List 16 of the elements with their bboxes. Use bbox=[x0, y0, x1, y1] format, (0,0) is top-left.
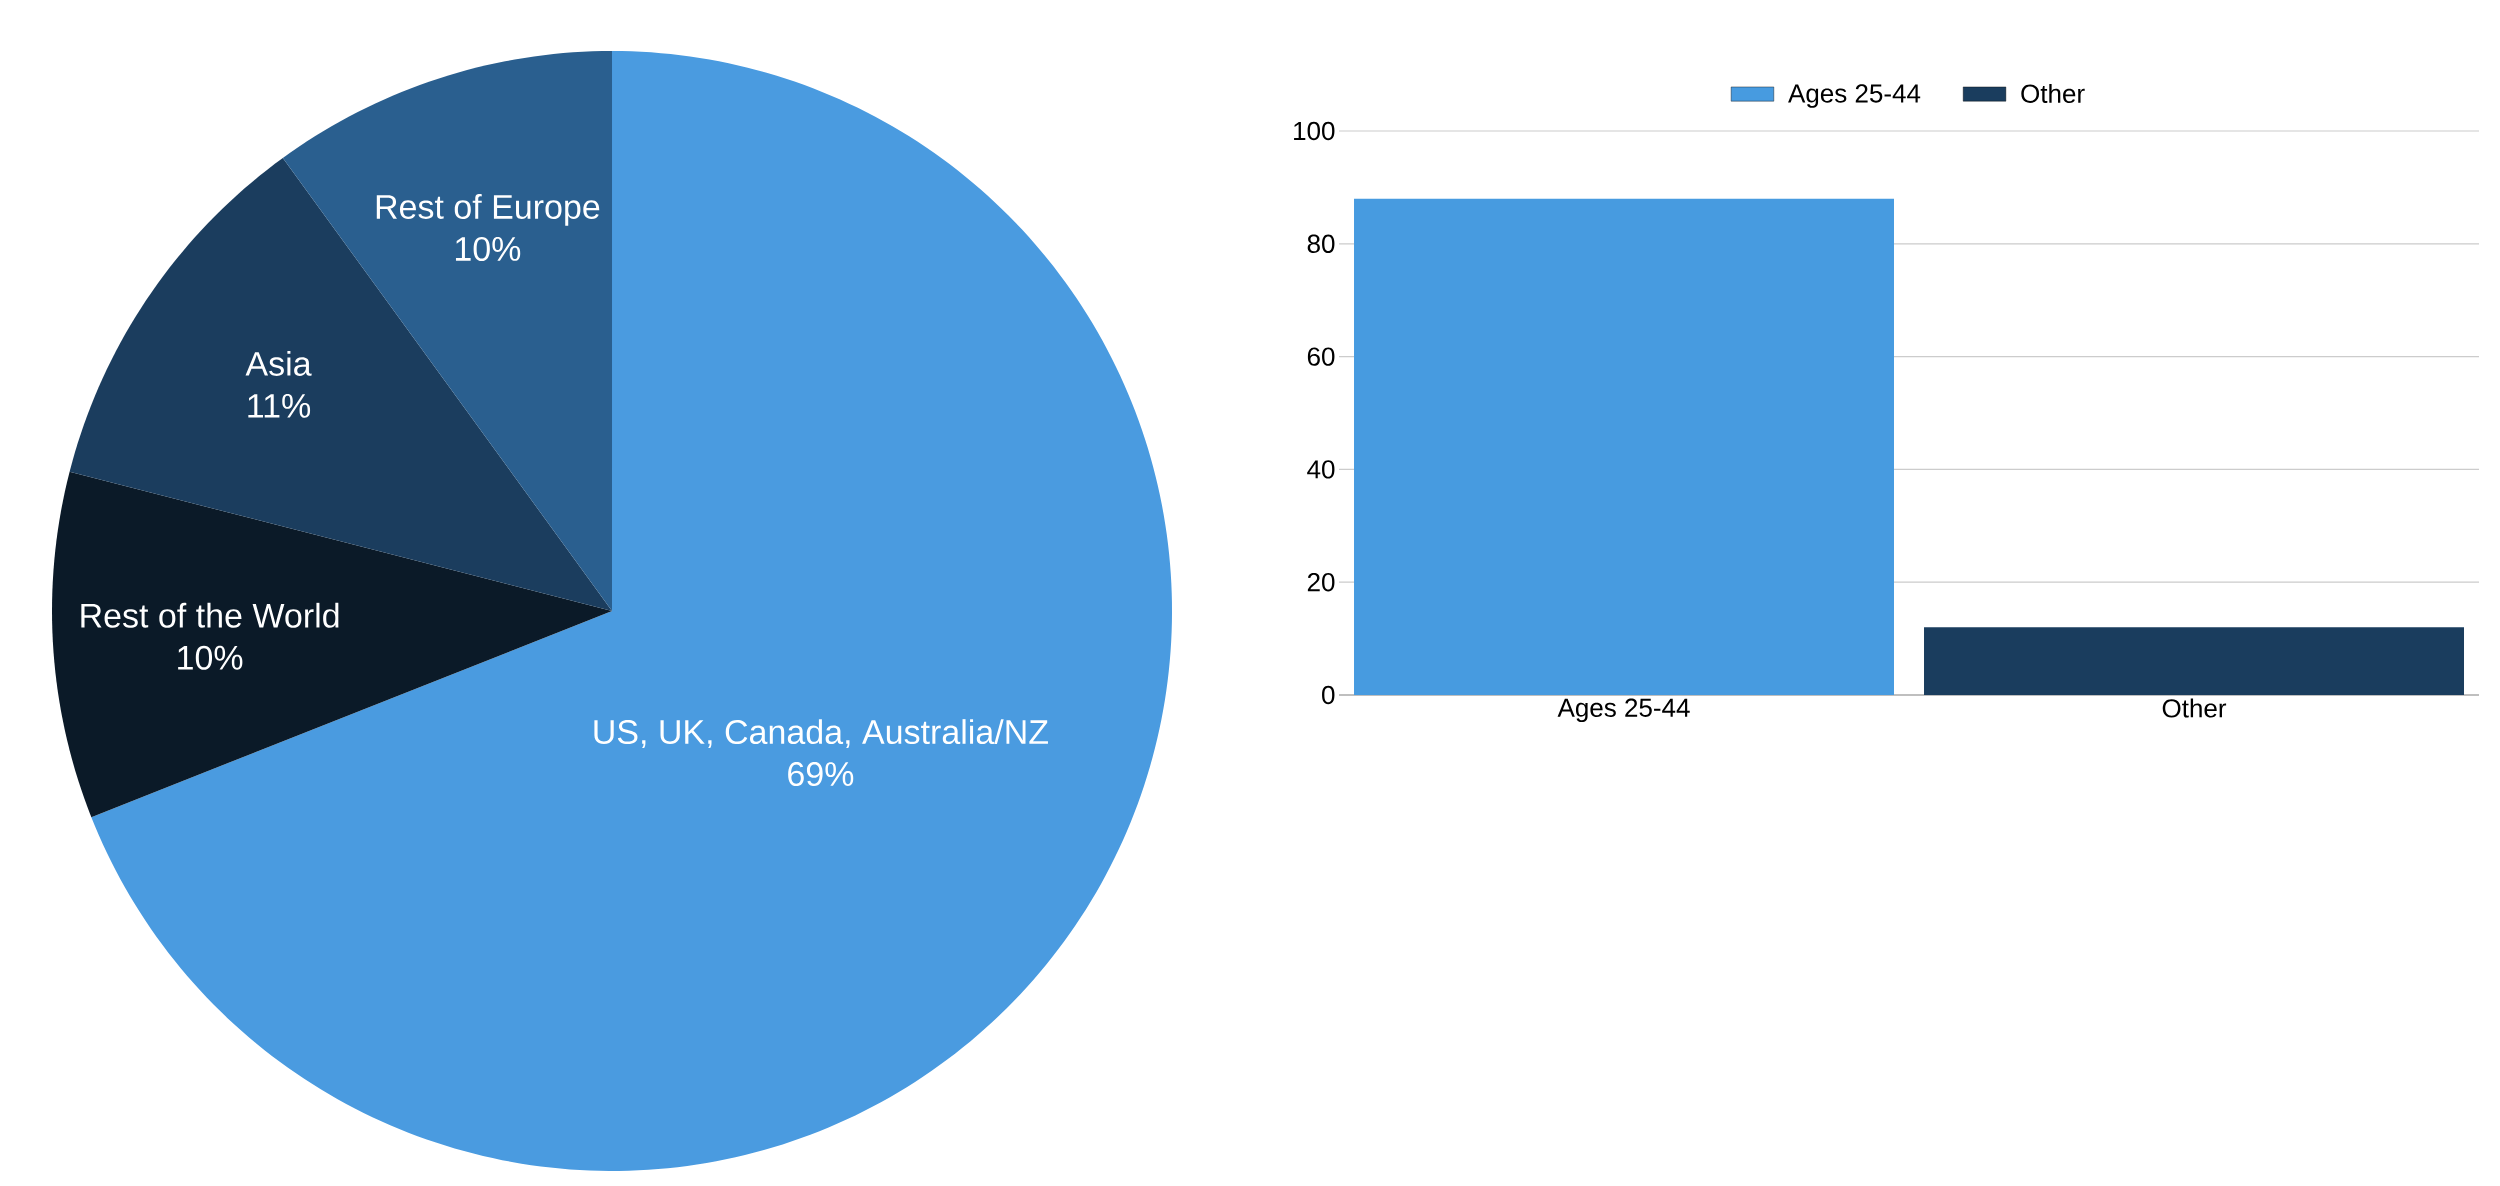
y-tick-label: 60 bbox=[1307, 347, 1335, 366]
data-label: 11% bbox=[248, 393, 311, 418]
slice-label: Rest of the World bbox=[81, 602, 339, 628]
slice-label: US, UK, Canada, Australia/NZ bbox=[594, 719, 1048, 749]
data-label: 69% bbox=[788, 762, 854, 787]
y-tick-label: 80 bbox=[1307, 234, 1335, 253]
slice-label: Rest of Europe bbox=[376, 194, 600, 226]
data-label: 10% bbox=[178, 645, 243, 670]
y-tick-label: 0 bbox=[1322, 685, 1335, 705]
legend-label: Ages 25-44 bbox=[1788, 84, 1921, 108]
y-tick-label: 20 bbox=[1307, 572, 1335, 592]
slice-label: Asia bbox=[245, 350, 312, 376]
y-tick-label: 100 bbox=[1294, 121, 1335, 141]
legend-label: Other bbox=[2021, 83, 2085, 103]
data-label: 10% bbox=[455, 236, 521, 261]
y-tick-label: 40 bbox=[1307, 460, 1335, 479]
